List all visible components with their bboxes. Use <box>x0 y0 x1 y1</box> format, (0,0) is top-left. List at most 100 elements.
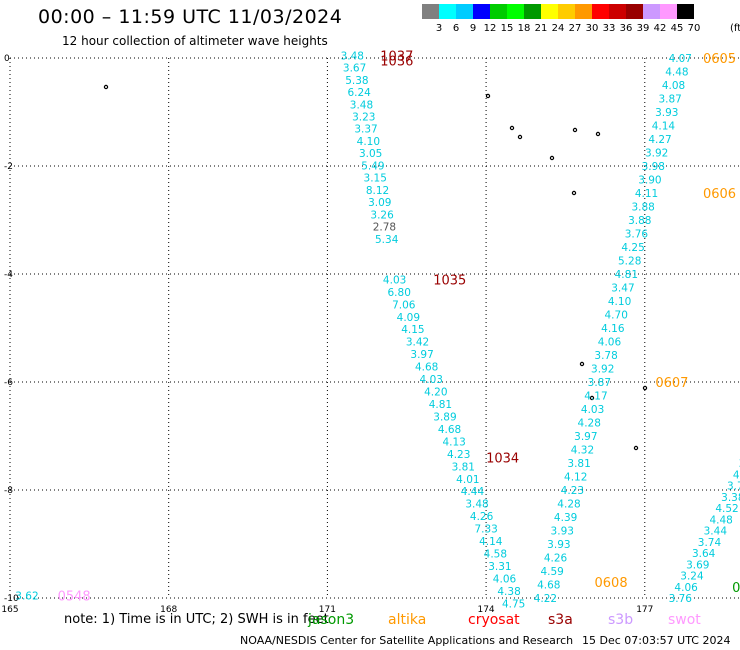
wave-height-label: 3.87 <box>658 94 681 106</box>
y-tick-label: -2 <box>4 162 13 172</box>
island-shape <box>633 445 639 451</box>
wave-height-label: 4.22 <box>534 593 557 605</box>
x-tick-label: 165 <box>1 605 18 615</box>
scale-swatch <box>592 4 609 19</box>
pass-time-label: 0548 <box>58 589 91 604</box>
wave-height-label: 3.98 <box>642 161 665 173</box>
wave-height-label: 4.28 <box>578 418 601 430</box>
footer-timestamp: 15 Dec 07:03:57 UTC 2024 <box>582 634 731 647</box>
chart-subtitle: 12 hour collection of altimeter wave hei… <box>62 34 328 48</box>
wave-height-label: 4.03 <box>420 374 443 386</box>
wave-height-label: 3.87 <box>588 377 611 389</box>
wave-height-label: 4.01 <box>733 469 740 481</box>
wave-height-label: 3.90 <box>638 175 661 187</box>
wave-height-label: 4.27 <box>648 134 671 146</box>
wave-height-label: 3.97 <box>410 349 433 361</box>
footer-credit: NOAA/NESDIS Center for Satellite Applica… <box>240 634 574 647</box>
x-tick-label: 168 <box>160 605 177 615</box>
wave-height-label: 4.81 <box>615 269 638 281</box>
wave-height-label: 4.38 <box>497 586 520 598</box>
wave-height-label: 3.81 <box>567 458 590 470</box>
island-shape <box>103 84 109 90</box>
wave-height-label: 4.59 <box>540 566 563 578</box>
mission-legend-s3b: s3b <box>608 612 634 628</box>
wave-height-label: 4.81 <box>429 399 452 411</box>
y-tick-label: -6 <box>4 378 13 388</box>
wave-height-label: 3.93 <box>655 107 678 119</box>
mission-legend-cryosat: cryosat <box>468 612 520 628</box>
wave-height-label: 3.97 <box>574 431 597 443</box>
wave-height-label: 2.78 <box>373 222 396 234</box>
scale-swatch <box>643 4 660 19</box>
wave-height-label: 3.05 <box>359 148 382 160</box>
wave-height-label: 4.07 <box>669 53 692 65</box>
scale-label: 24 <box>551 23 565 34</box>
wave-height-label: 3.23 <box>352 112 375 124</box>
wave-height-label: 4.23 <box>561 485 584 497</box>
wave-height-label: 4.75 <box>502 598 525 610</box>
island-shape <box>595 131 601 137</box>
scale-label: 18 <box>517 23 531 34</box>
wave-height-label: 3.15 <box>364 173 387 185</box>
scale-label: 36 <box>619 23 633 34</box>
wave-height-label: 3.75 <box>727 481 740 493</box>
wave-height-label: 4.68 <box>438 424 461 436</box>
wave-height-label: 4.39 <box>554 512 577 524</box>
wave-height-label: 4.03 <box>581 404 604 416</box>
wave-height-label: 3.67 <box>343 63 366 75</box>
island-shape <box>572 127 578 133</box>
y-tick-label: -8 <box>4 486 13 496</box>
pass-time-label: 0606 <box>703 187 736 202</box>
wave-height-label: 5.49 <box>361 160 384 172</box>
wave-height-label: 4.15 <box>401 324 424 336</box>
scale-swatch <box>456 4 473 19</box>
wave-height-label: 3.88 <box>628 215 651 227</box>
pass-time-label: 0607 <box>655 376 688 391</box>
wave-height-label: 4.68 <box>415 362 438 374</box>
wave-height-label: 3.81 <box>452 461 475 473</box>
scale-swatch <box>422 4 439 19</box>
scale-unit: (ft) <box>730 23 740 34</box>
wave-height-label: 4.32 <box>571 445 594 457</box>
scale-swatch <box>626 4 643 19</box>
pass-time-label: 1034 <box>486 452 519 467</box>
scale-swatch <box>558 4 575 19</box>
wave-height-label: 4.20 <box>424 387 447 399</box>
scale-swatch <box>609 4 626 19</box>
scale-label: 33 <box>602 23 616 34</box>
wave-height-label: 5.38 <box>345 75 368 87</box>
wave-height-label: 3.24 <box>680 571 704 583</box>
scale-label: 42 <box>653 23 667 34</box>
wave-height-label: 3.38 <box>721 492 740 504</box>
wave-height-label: 3.69 <box>686 559 709 571</box>
y-tick-label: 0 <box>4 54 10 64</box>
wave-height-label: 4.52 <box>715 503 738 515</box>
island-shape <box>485 93 491 99</box>
wave-height-label: 4.11 <box>635 188 658 200</box>
wave-height-label: 3.76 <box>669 593 693 605</box>
y-tick-label: -10 <box>4 594 19 604</box>
scale-swatch <box>473 4 490 19</box>
wave-height-label: 3.48 <box>465 499 488 511</box>
island-shape <box>589 395 595 401</box>
scale-swatch <box>541 4 558 19</box>
legend-note: note: 1) Time is in UTC; 2) SWH is in fe… <box>64 612 329 627</box>
wave-height-label: 3.92 <box>645 148 668 160</box>
wave-height-label: 3.78 <box>594 350 617 362</box>
wave-height-label: 4.48 <box>665 67 688 79</box>
wave-height-label: 3.93 <box>551 526 574 538</box>
scale-swatch <box>490 4 507 19</box>
island-shape <box>549 155 555 161</box>
wave-height-label: 8.12 <box>366 185 389 197</box>
mission-legend-swot: swot <box>668 612 701 628</box>
wave-height-label: 4.14 <box>479 536 503 548</box>
island-shape <box>509 125 515 131</box>
wave-height-label: 3.44 <box>704 526 728 538</box>
wave-height-label: 4.10 <box>608 296 631 308</box>
pass-time-label: 0608 <box>595 576 628 591</box>
scale-swatch <box>677 4 694 19</box>
pass-time-label: 0352 <box>732 581 740 596</box>
scale-label: 9 <box>469 23 477 34</box>
scale-swatch <box>439 4 456 19</box>
